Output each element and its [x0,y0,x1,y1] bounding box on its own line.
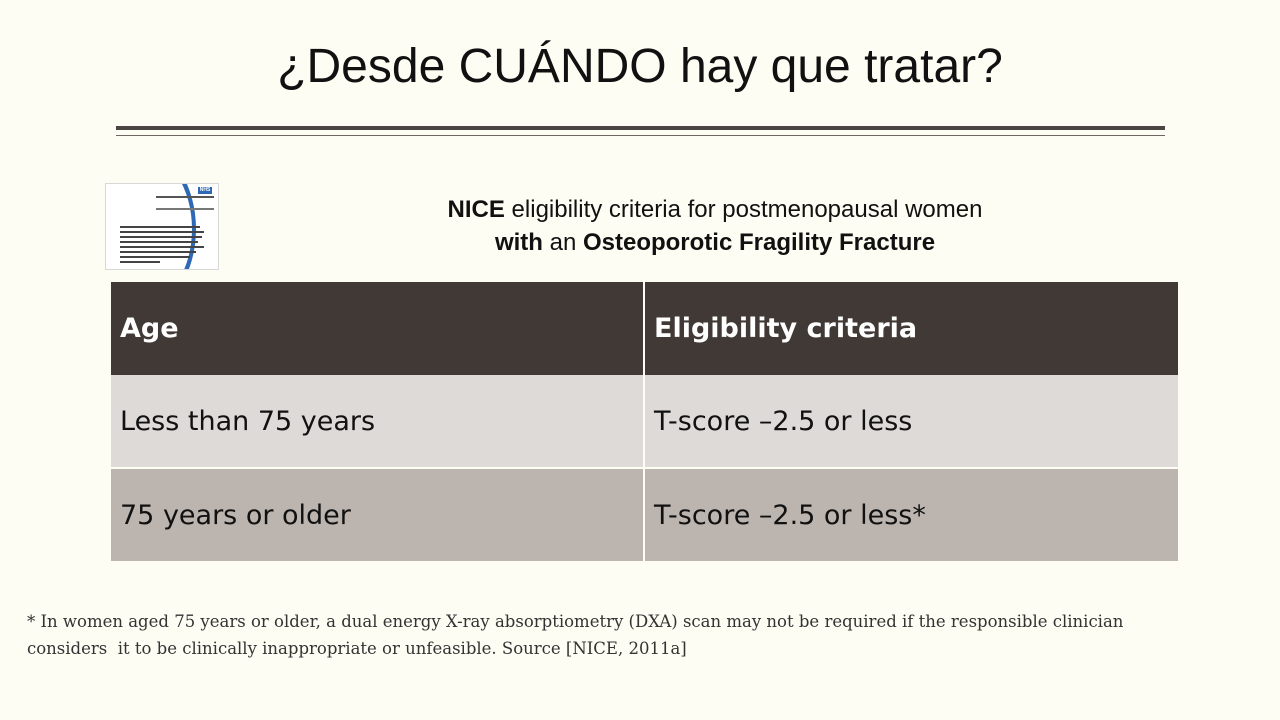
table-caption: NICE eligibility criteria for postmenopa… [300,193,1130,259]
cell-age: 75 years or older [111,468,645,561]
eligibility-table: Age Eligibility criteria Less than 75 ye… [111,282,1178,561]
header-age: Age [111,282,645,375]
cell-criteria: T-score –2.5 or less [644,375,1178,469]
cell-criteria: T-score –2.5 or less* [644,468,1178,561]
caption-line-1: NICE eligibility criteria for postmenopa… [447,196,983,223]
cell-age: Less than 75 years [111,375,645,469]
title-divider-thin [116,135,1165,136]
caption-line-2: with an Osteoporotic Fragility Fracture [494,229,936,256]
title-divider-thick [116,126,1165,130]
table-row: 75 years or older T-score –2.5 or less* [111,468,1178,561]
footnote: * In women aged 75 years or older, a dua… [27,612,1124,658]
table-row: Less than 75 years T-score –2.5 or less [111,375,1178,469]
header-eligibility-criteria: Eligibility criteria [644,282,1178,375]
slide-title: ¿Desde CUÁNDO hay que tratar? [277,40,1003,93]
guidance-document-cover-icon: NHS [105,183,219,270]
nhs-logo: NHS [198,187,212,194]
table-header-row: Age Eligibility criteria [111,282,1178,375]
